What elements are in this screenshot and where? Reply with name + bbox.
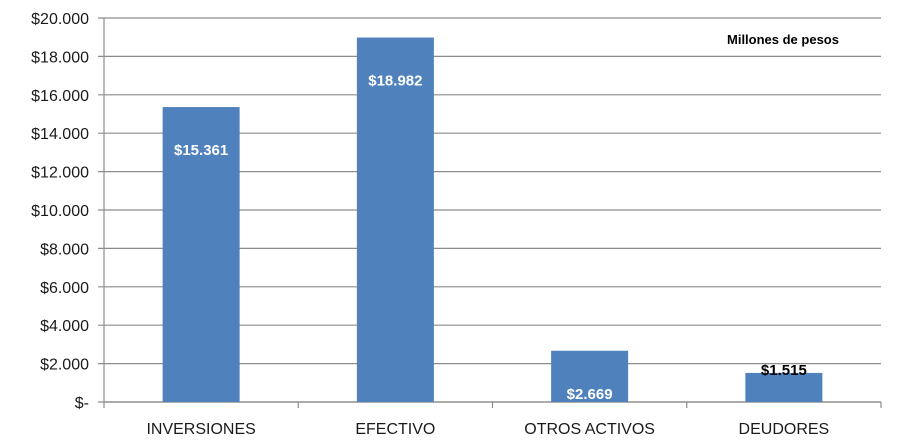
y-tick-label: $6.000 <box>40 280 89 297</box>
y-tick-label: $10.000 <box>31 203 89 220</box>
category-label: DEUDORES <box>739 421 830 438</box>
y-tick-label: $14.000 <box>31 126 89 143</box>
data-label: $2.669 <box>567 386 613 403</box>
y-tick-label: $- <box>75 395 89 412</box>
y-tick-label: $16.000 <box>31 88 89 105</box>
y-axis-ticks: $- $2.000 $4.000 $6.000 $8.000 $10.000 $12.000… <box>31 11 89 412</box>
bar <box>551 350 629 402</box>
category-label: OTROS ACTIVOS <box>524 421 655 438</box>
units-annotation: Millones de pesos <box>727 32 839 47</box>
y-tick-label: $8.000 <box>40 241 89 258</box>
y-tick-label: $2.000 <box>40 357 89 374</box>
bars <box>162 37 823 403</box>
y-tick-label: $12.000 <box>31 165 89 182</box>
bar <box>356 37 434 403</box>
category-label: EFECTIVO <box>355 421 435 438</box>
x-axis-categories: INVERSIONES EFECTIVO OTROS ACTIVOS DEUDORES <box>146 421 829 438</box>
y-tick-label: $4.000 <box>40 318 89 335</box>
data-label: $1.515 <box>761 362 807 379</box>
data-label: $15.361 <box>174 142 228 159</box>
category-label: INVERSIONES <box>146 421 255 438</box>
data-label: $18.982 <box>368 73 422 90</box>
y-tick-label: $18.000 <box>31 49 89 66</box>
y-tick-label: $20.000 <box>31 11 89 28</box>
bar <box>745 372 823 402</box>
bar <box>162 107 240 403</box>
data-labels: $15.361 $18.982 $2.669 $1.515 <box>174 73 807 403</box>
